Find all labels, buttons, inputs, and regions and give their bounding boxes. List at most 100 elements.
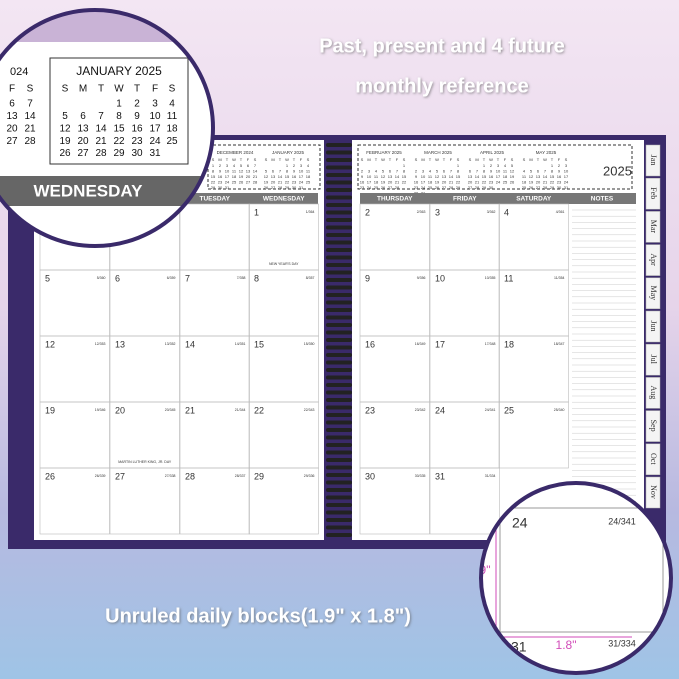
mini-day: 7 xyxy=(254,163,257,168)
spiral-coil xyxy=(326,188,352,192)
spiral-coil xyxy=(326,203,352,207)
mini-day: 4 xyxy=(233,163,236,168)
mini-weekday: S xyxy=(212,157,215,162)
spiral-coil xyxy=(326,450,352,455)
holiday: MARTIN LUTHER KING, JR. DAY xyxy=(118,460,172,464)
day-count: 8/357 xyxy=(306,276,315,280)
mini-day: 15 xyxy=(482,174,487,179)
spiral-coil xyxy=(326,323,352,327)
mini-day: 1 xyxy=(457,163,460,168)
month-tab xyxy=(645,377,661,409)
day-number: 2 xyxy=(365,207,370,217)
month-tab xyxy=(645,144,661,177)
zoom-day: 26 xyxy=(59,148,71,159)
spiral-coil xyxy=(326,308,352,312)
mini-day: 3 xyxy=(422,169,425,174)
spiral-coil xyxy=(326,390,352,395)
day-number: 17 xyxy=(435,339,445,349)
day-count: 28/337 xyxy=(235,474,246,478)
day-count: 27/338 xyxy=(165,474,176,478)
zoom-prev-weekday: F xyxy=(9,84,15,95)
mini-day: 13 xyxy=(536,174,541,179)
day-number: 7 xyxy=(185,273,190,283)
mini-day: 8 xyxy=(403,169,406,174)
month-tab xyxy=(645,244,661,276)
mini-day: 10 xyxy=(564,169,569,174)
mini-day: 22 xyxy=(211,180,216,185)
mini-day: 8 xyxy=(457,169,460,174)
mini-weekday: S xyxy=(254,157,257,162)
spiral-coil xyxy=(326,210,352,215)
zoom-day: 12 xyxy=(59,123,71,134)
mini-day: 25 xyxy=(522,185,527,190)
mini-day: 13 xyxy=(442,174,447,179)
mini-weekday: M xyxy=(367,157,370,162)
spiral-coil xyxy=(326,300,352,305)
zoom-day: 7 xyxy=(98,111,104,122)
mini-day: 20 xyxy=(246,174,251,179)
mini-month-title: MARCH 2025 xyxy=(424,150,452,155)
mini-day: 7 xyxy=(544,169,547,174)
day-number: 23 xyxy=(365,405,375,415)
mini-day: 14 xyxy=(449,174,454,179)
mini-day: 3 xyxy=(368,169,371,174)
mini-day: 14 xyxy=(475,174,480,179)
mini-weekday: T xyxy=(293,157,296,162)
zoom-top-ring xyxy=(0,8,215,248)
mini-weekday: W xyxy=(381,157,385,162)
month-tab-label: Oct xyxy=(649,453,658,465)
header-band xyxy=(360,193,636,204)
mini-day: 23 xyxy=(292,180,297,185)
mini-day: 21 xyxy=(278,180,283,185)
mini-day: 20 xyxy=(271,180,276,185)
zoom-day: 8 xyxy=(116,111,122,122)
mini-day: 3 xyxy=(226,163,229,168)
day-count: 6/359 xyxy=(167,276,176,280)
mini-weekday: F xyxy=(450,157,453,162)
spiral-coil xyxy=(326,518,352,522)
zoom-weekday: T xyxy=(134,84,140,95)
mini-day: 1 xyxy=(212,163,215,168)
zoom-weekday: F xyxy=(152,84,158,95)
zoom-day: 21 xyxy=(95,136,107,147)
mini-month-title: APRIL 2025 xyxy=(480,150,505,155)
mini-day: 17 xyxy=(225,174,230,179)
mini-month-title: DECEMBER 2024 xyxy=(217,150,254,155)
day-number: 15 xyxy=(254,339,264,349)
mini-day: 12 xyxy=(510,169,515,174)
mini-day: 19 xyxy=(381,180,386,185)
day-count: 29/336 xyxy=(304,474,315,478)
day-count: 16/349 xyxy=(415,342,426,346)
mini-day: 31 xyxy=(564,185,569,190)
mini-day: 7 xyxy=(396,169,399,174)
day-cell xyxy=(109,467,180,535)
weekday-header: TUESDAY xyxy=(200,196,231,203)
zoom-prev-weekday: S xyxy=(27,84,34,95)
day-number: 4 xyxy=(504,207,509,217)
mini-day: 13 xyxy=(246,169,251,174)
zoom-day: 24 xyxy=(512,515,528,531)
mini-day: 22 xyxy=(456,180,461,185)
mini-day: 30 xyxy=(218,185,223,190)
day-count: 31/334 xyxy=(485,474,496,478)
zoom-day: 22 xyxy=(113,136,125,147)
mini-day: 1 xyxy=(551,163,554,168)
mini-day: 27 xyxy=(271,185,276,190)
mini-day: 28 xyxy=(278,185,283,190)
month-tab-label: Sep xyxy=(649,420,658,432)
mini-day: 16 xyxy=(489,174,494,179)
mini-day: 5 xyxy=(511,163,514,168)
zoom-day: 24 xyxy=(149,136,161,147)
mini-day: 3 xyxy=(497,163,500,168)
mini-day: 19 xyxy=(510,174,515,179)
zoom-day: 29 xyxy=(113,148,125,159)
spiral-coil xyxy=(326,338,352,342)
mini-day: 27 xyxy=(388,185,393,190)
spiral-coil xyxy=(326,375,352,380)
mini-weekday: S xyxy=(265,157,268,162)
mini-day: 17 xyxy=(299,174,304,179)
mini-day: 11 xyxy=(306,169,311,174)
mini-box-right xyxy=(357,144,633,190)
zoom-day: 20 xyxy=(77,136,89,147)
